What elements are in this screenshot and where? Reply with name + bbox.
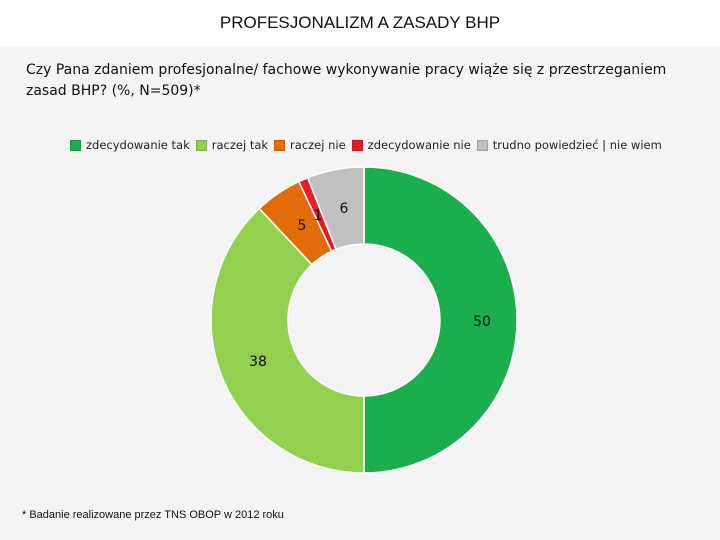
donut-slice-2 [210,207,365,474]
legend-swatch [70,139,81,151]
legend-label: trudno powiedzieć | nie wiem [492,138,662,152]
legend-swatch [274,139,286,151]
legend-label: raczej nie [290,138,346,152]
survey-question: Czy Pana zdaniem profesjonalne/ fachowe … [26,62,667,99]
donut-slice-1 [363,166,518,474]
legend-swatch [351,139,363,151]
footnote: * Badanie realizowane przez TNS OBOP w 2… [22,509,284,521]
data-label-2: 38 [249,354,267,370]
legend-label: zdecydowanie nie [367,138,471,152]
donut-slice-5 [306,166,365,251]
legend-swatch [476,139,488,151]
page-title: PROFESJONALIZM A ZASADY BHP [219,13,501,32]
legend-item-trudno-powiedziec: trudno powiedzieć | nie wiem [476,138,662,152]
legend-swatch [195,139,207,151]
data-label-5: 6 [340,201,349,217]
data-label-3: 5 [298,218,307,234]
chart-legend: zdecydowanie tak raczej tak raczej nie z… [70,138,668,152]
legend-item-zdecydowanie-nie: zdecydowanie nie [351,138,471,152]
legend-label: zdecydowanie tak [86,138,190,152]
data-label-1: 50 [473,314,491,330]
legend-item-raczej-tak: raczej tak [195,138,269,152]
legend-item-zdecydowanie-tak: zdecydowanie tak [70,138,190,152]
legend-label: raczej tak [211,138,269,152]
title-bar: PROFESJONALIZM A ZASADY BHP [0,0,720,46]
legend-item-raczej-nie: raczej nie [274,138,346,152]
data-label-4: 1 [314,208,323,224]
